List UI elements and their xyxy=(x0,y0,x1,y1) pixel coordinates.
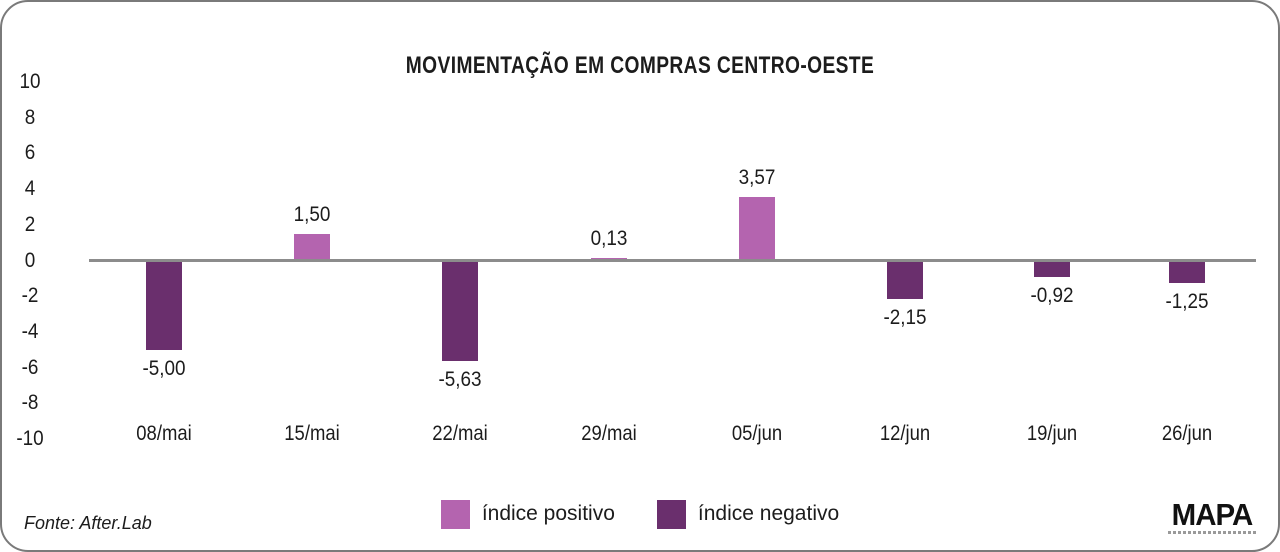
x-axis-category-label: 15/mai xyxy=(284,422,340,445)
x-axis-category-label: 19/jun xyxy=(1026,422,1078,445)
bar-negative xyxy=(442,260,478,361)
y-axis-tick-label: 10 xyxy=(19,70,41,93)
bar-value-label: -0,92 xyxy=(1030,283,1074,307)
bar-value-label: -5,00 xyxy=(142,356,186,380)
legend-label-positive: índice positivo xyxy=(481,502,615,525)
y-axis-tick-label: 0 xyxy=(24,248,36,272)
bar-value-label: 3,57 xyxy=(738,165,776,189)
bar-value-label: -5,63 xyxy=(438,367,482,391)
y-axis-tick-label: 2 xyxy=(24,212,36,236)
x-axis-category-label: 05/jun xyxy=(731,422,783,445)
x-axis-category-label: 29/mai xyxy=(581,422,637,445)
zero-baseline xyxy=(89,259,1256,262)
y-axis-tick-label: -4 xyxy=(21,319,39,343)
mapa-logo-text: MAPA xyxy=(1171,497,1254,532)
x-axis-category-label: 26/jun xyxy=(1161,422,1213,445)
chart-title: MOVIMENTAÇÃO EM COMPRAS CENTRO-OESTE xyxy=(405,52,875,79)
mapa-logo: MAPA xyxy=(1168,497,1256,534)
bar-value-label: -2,15 xyxy=(883,305,927,329)
legend: índice positivo índice negativo xyxy=(2,498,1278,530)
y-axis-tick-label: -10 xyxy=(16,427,44,450)
mapa-logo-tagline xyxy=(1168,531,1256,534)
bar-value-label: 0,13 xyxy=(590,227,628,251)
positive-series-swatch xyxy=(440,499,470,529)
legend-label-negative: índice negativo xyxy=(697,502,840,525)
x-axis-category-label: 08/mai xyxy=(136,422,192,445)
bar-negative xyxy=(146,260,182,350)
y-axis-tick-label: 6 xyxy=(24,141,36,165)
bar-positive xyxy=(739,196,775,261)
bar-negative xyxy=(887,260,923,299)
y-axis-tick-label: 8 xyxy=(24,105,36,129)
bar-value-label: -1,25 xyxy=(1165,289,1209,313)
negative-series-swatch xyxy=(656,499,686,529)
bar-negative xyxy=(1034,260,1070,277)
y-axis-tick-label: 4 xyxy=(24,177,36,201)
bar-negative xyxy=(1169,260,1205,283)
legend-item-negative: índice negativo xyxy=(656,499,840,529)
x-axis-category-label: 12/jun xyxy=(879,422,931,445)
legend-item-positive: índice positivo xyxy=(440,499,615,529)
x-axis-category-label: 22/mai xyxy=(432,422,488,445)
bar-positive xyxy=(294,233,330,261)
y-axis-tick-label: -2 xyxy=(21,284,39,308)
bar-value-label: 1,50 xyxy=(293,202,331,226)
source-credit: Fonte: After.Lab xyxy=(24,513,152,533)
y-axis-tick-label: -8 xyxy=(21,391,39,415)
y-axis-tick-label: -6 xyxy=(21,355,39,379)
